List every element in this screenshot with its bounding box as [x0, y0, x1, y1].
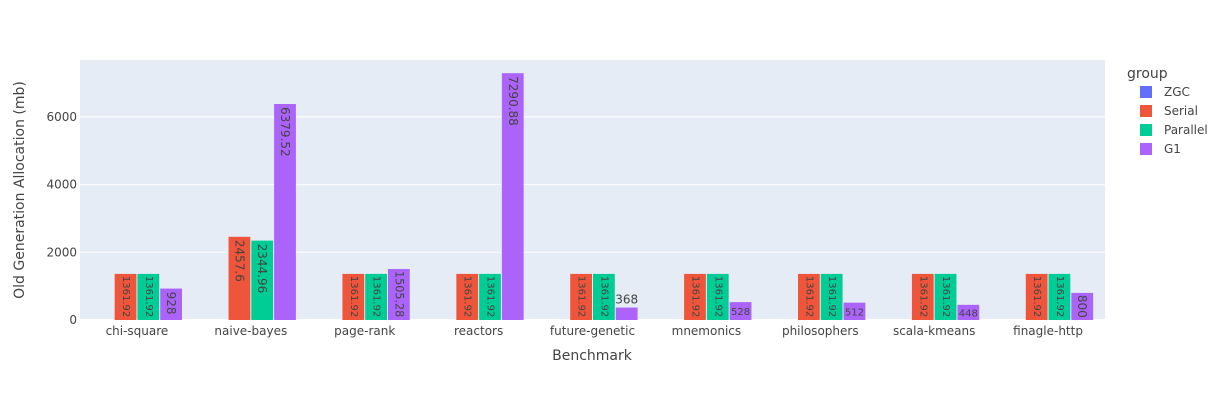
data-labels: 1361.92 1361.92 928 2457.6 2344.96 6379.52 136… — [120, 76, 1089, 319]
bar — [570, 273, 592, 320]
bar-data-label: 1361.92 — [485, 276, 496, 317]
x-axis-title: Benchmark — [552, 348, 633, 364]
bar-data-label: 1361.92 — [917, 276, 928, 317]
bar — [251, 240, 274, 320]
bar-data-label: 1361.92 — [576, 276, 587, 317]
bar-data-label: 1361.92 — [1054, 276, 1065, 317]
bar — [274, 104, 296, 320]
legend-title: group — [1127, 66, 1168, 82]
legend[interactable]: group ZGC Serial Parallel G1 — [1127, 66, 1208, 156]
bar — [957, 304, 980, 320]
x-tick-label: scala-kmeans — [893, 324, 975, 338]
bar-data-label: 1361.92 — [371, 276, 382, 317]
bar — [228, 236, 251, 320]
legend-swatch — [1140, 86, 1152, 98]
x-tick-label: mnemonics — [672, 324, 742, 338]
bar-data-label: 1361.92 — [940, 276, 951, 317]
bar-data-label: 1361.92 — [348, 276, 359, 317]
legend-item[interactable]: G1 — [1140, 142, 1181, 156]
bar — [456, 273, 479, 320]
gridlines — [80, 116, 1105, 321]
x-axis-ticks: chi-square naive-bayes page-rank reactors fu… — [106, 324, 1083, 338]
x-tick-label: finagle-http — [1013, 324, 1083, 338]
bar-data-label: 1361.92 — [712, 276, 723, 317]
bar-data-label: 1361.92 — [826, 276, 837, 317]
bar — [1048, 273, 1071, 320]
bar-data-label: 512 — [845, 307, 864, 318]
legend-label: G1 — [1164, 142, 1181, 156]
legend-swatch — [1140, 105, 1152, 117]
bar — [615, 307, 638, 320]
bar-data-label: 1361.92 — [120, 276, 131, 317]
bar-data-label: 1361.92 — [462, 276, 473, 317]
x-tick-label: future-genetic — [550, 324, 635, 338]
bar-data-label: 1361.92 — [598, 276, 609, 317]
bar — [365, 273, 387, 320]
bar — [593, 273, 615, 320]
bar-data-label: 368 — [615, 293, 638, 307]
bar-data-label: 1505.28 — [392, 271, 405, 317]
y-tick-label: 2000 — [46, 245, 77, 259]
bar — [1025, 273, 1048, 320]
y-axis-ticks: 0 2000 4000 6000 — [46, 110, 77, 327]
legend-item[interactable]: Serial — [1140, 104, 1198, 118]
x-tick-label: philosophers — [782, 324, 859, 338]
bar-data-label: 7290.88 — [506, 76, 520, 126]
bar-data-label: 528 — [731, 307, 750, 318]
bar — [137, 273, 160, 320]
bar — [684, 273, 706, 320]
legend-item[interactable]: ZGC — [1140, 85, 1190, 99]
legend-swatch — [1140, 124, 1152, 136]
x-tick-label: reactors — [454, 324, 503, 338]
legend-item[interactable]: Parallel — [1140, 123, 1208, 137]
bar-data-label: 800 — [1075, 295, 1089, 318]
bar-data-label: 448 — [959, 308, 978, 319]
x-tick-label: page-rank — [334, 324, 395, 338]
bar-data-label: 928 — [164, 292, 178, 315]
bar-data-label: 2344.96 — [255, 244, 269, 294]
bar — [706, 273, 729, 320]
bar — [911, 273, 934, 320]
bar — [934, 273, 957, 320]
y-axis-title: Old Generation Allocation (mb) — [12, 81, 28, 299]
x-tick-label: naive-bayes — [214, 324, 287, 338]
bar — [479, 273, 501, 320]
bar — [342, 273, 365, 320]
legend-label: Serial — [1164, 104, 1198, 118]
legend-items: ZGC Serial Parallel G1 — [1140, 85, 1208, 156]
legend-swatch — [1140, 143, 1152, 155]
bars — [114, 73, 1094, 320]
bar — [820, 273, 843, 320]
bar-data-label: 6379.52 — [278, 107, 292, 157]
legend-label: Parallel — [1164, 123, 1208, 137]
bar — [729, 302, 752, 320]
y-tick-label: 0 — [69, 313, 77, 327]
y-tick-label: 6000 — [46, 110, 77, 124]
bar — [843, 302, 866, 320]
bar-data-label: 2457.6 — [232, 240, 246, 282]
x-tick-label: chi-square — [106, 324, 169, 338]
bar — [1071, 292, 1094, 320]
bar — [160, 288, 182, 320]
bar — [501, 73, 524, 320]
bar-data-label: 1361.92 — [1031, 276, 1042, 317]
bar — [114, 273, 137, 320]
bar-data-label: 1361.92 — [143, 276, 154, 317]
bar-data-label: 1361.92 — [690, 276, 701, 317]
bar-data-label: 1361.92 — [803, 276, 814, 317]
plot-background — [80, 60, 1105, 320]
bar — [798, 273, 820, 320]
legend-label: ZGC — [1164, 85, 1190, 99]
bar — [388, 269, 410, 320]
y-tick-label: 4000 — [46, 178, 77, 192]
